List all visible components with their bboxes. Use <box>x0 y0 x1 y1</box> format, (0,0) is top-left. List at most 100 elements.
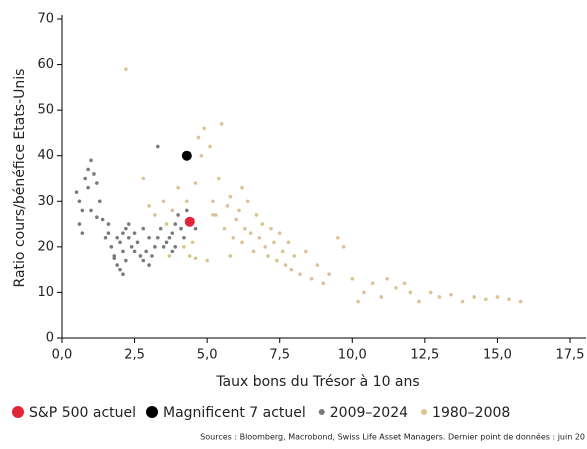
data-point <box>211 213 215 217</box>
data-point <box>176 185 180 190</box>
data-point <box>335 235 340 240</box>
data-point <box>112 256 117 261</box>
y-tick-label: 30 <box>37 194 54 209</box>
data-point <box>97 199 102 204</box>
data-point <box>228 254 233 258</box>
data-point <box>216 176 221 181</box>
data-point <box>121 249 125 254</box>
legend-marker <box>318 409 325 415</box>
data-point <box>286 240 291 245</box>
data-point <box>275 258 279 263</box>
data-point <box>341 245 346 249</box>
data-point <box>161 199 166 204</box>
data-point <box>124 67 128 71</box>
data-point <box>185 208 189 213</box>
data-point <box>362 290 366 295</box>
data-point <box>260 222 265 226</box>
y-tick-label: 50 <box>37 103 54 118</box>
data-point <box>141 258 146 263</box>
data-point <box>190 240 195 245</box>
data-point <box>83 176 88 181</box>
data-point <box>298 272 302 277</box>
data-point <box>280 249 285 254</box>
data-point <box>147 263 151 267</box>
data-point <box>315 263 320 267</box>
data-point <box>240 240 244 245</box>
legend-label: 2009–2024 <box>330 405 408 421</box>
data-point <box>77 199 82 204</box>
data-point <box>126 222 131 226</box>
data-point <box>170 208 175 213</box>
data-point <box>86 167 90 172</box>
data-point <box>138 254 143 258</box>
x-tick-label: 17,5 <box>556 348 585 363</box>
data-point <box>187 254 192 258</box>
data-point <box>106 231 111 235</box>
data-point <box>161 245 166 249</box>
data-point <box>289 267 294 272</box>
data-point <box>179 226 183 231</box>
data-point <box>129 245 134 249</box>
data-point <box>141 226 146 231</box>
data-point <box>103 235 108 240</box>
data-point <box>185 199 189 204</box>
data-point <box>115 235 119 240</box>
data-point <box>182 235 186 240</box>
data-point <box>150 254 154 258</box>
data-point <box>211 199 215 204</box>
data-point <box>208 144 212 149</box>
data-point <box>196 135 201 140</box>
data-point <box>184 216 195 227</box>
y-tick-label: 10 <box>37 285 54 300</box>
data-point <box>164 222 169 226</box>
x-tick-label: 7,5 <box>269 348 290 363</box>
data-point <box>472 295 477 299</box>
data-point <box>132 231 137 235</box>
data-point <box>243 226 247 231</box>
data-point <box>193 256 198 261</box>
data-point <box>408 290 413 295</box>
legend-label: S&P 500 actuel <box>29 405 136 421</box>
data-point <box>199 153 204 158</box>
data-point <box>245 199 250 204</box>
data-point <box>495 295 500 299</box>
data-point <box>283 263 288 267</box>
data-point <box>167 235 172 240</box>
data-point <box>402 281 407 286</box>
data-point <box>507 297 511 302</box>
data-point <box>309 276 314 281</box>
data-point <box>173 222 178 226</box>
source-note: Sources : Bloomberg, Macrobond, Swiss Li… <box>200 432 585 442</box>
data-point <box>234 217 238 222</box>
x-tick-label: 12,5 <box>410 348 439 363</box>
y-tick-label: 60 <box>37 57 54 72</box>
y-tick-label: 20 <box>37 239 54 254</box>
data-point <box>248 231 253 235</box>
data-point <box>266 254 270 258</box>
data-point <box>370 281 375 286</box>
data-point <box>356 299 360 304</box>
data-point <box>428 290 433 295</box>
data-point <box>379 295 384 299</box>
x-tick-label: 2,5 <box>124 348 145 363</box>
legend-marker <box>12 406 24 418</box>
data-point <box>193 226 198 231</box>
data-point <box>173 245 178 249</box>
data-point <box>100 217 105 222</box>
data-point <box>272 240 276 245</box>
data-point <box>80 208 85 213</box>
legend-label: Magnificent 7 actuel <box>163 405 306 421</box>
data-point <box>115 263 119 267</box>
data-point <box>222 226 227 231</box>
data-point <box>228 194 233 199</box>
data-point <box>327 272 331 277</box>
x-tick-label: 0,0 <box>52 348 73 363</box>
legend-marker <box>421 409 428 415</box>
data-point <box>170 249 175 254</box>
data-point <box>95 215 99 220</box>
y-tick-label: 0 <box>46 331 54 346</box>
data-point <box>135 240 140 245</box>
data-point <box>304 249 308 254</box>
data-point <box>124 226 128 231</box>
